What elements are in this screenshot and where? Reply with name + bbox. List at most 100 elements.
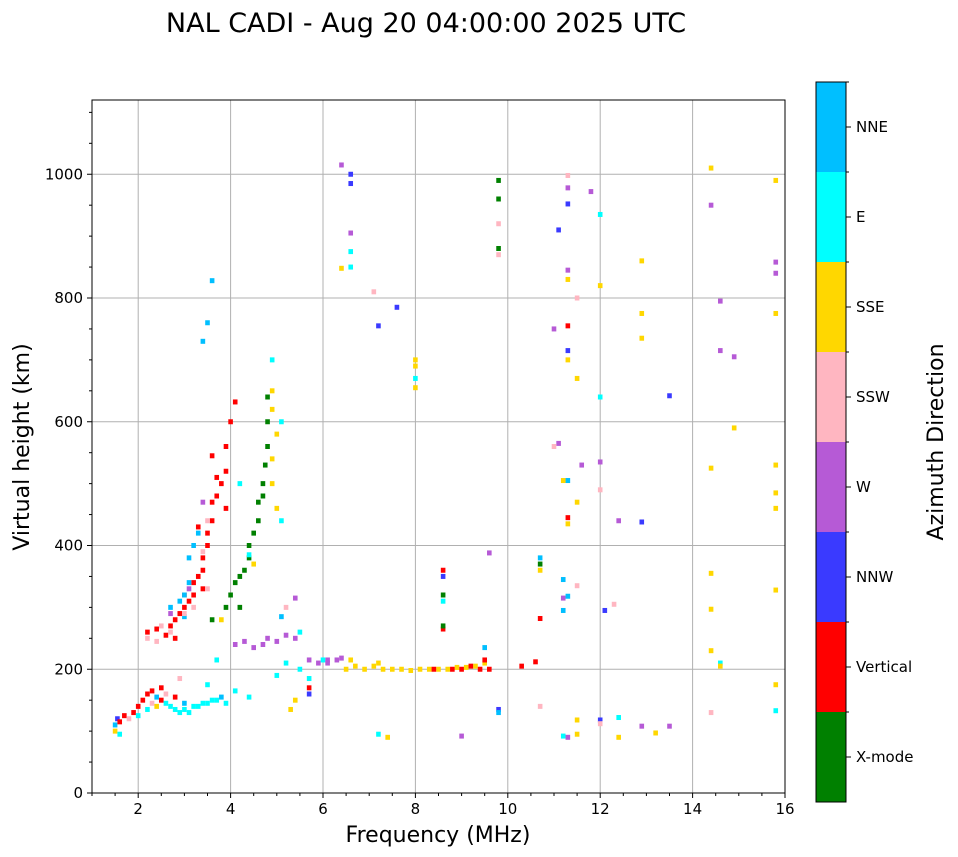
data-point-e bbox=[413, 375, 418, 381]
data-point-x-mode bbox=[232, 580, 238, 586]
data-point-ssw bbox=[597, 487, 603, 493]
data-point-ssw bbox=[182, 611, 187, 617]
data-point-sse bbox=[408, 667, 414, 673]
data-point-e bbox=[117, 731, 123, 737]
colorbar-segment bbox=[816, 82, 846, 172]
data-point-sse bbox=[773, 505, 779, 511]
data-point-e bbox=[320, 657, 326, 663]
colorbar-frame bbox=[815, 81, 847, 803]
data-point-nne bbox=[200, 338, 206, 344]
data-point-sse bbox=[371, 663, 377, 669]
data-point-vertical bbox=[205, 543, 210, 548]
data-point-sse bbox=[274, 431, 280, 437]
x-tick-label: 12 bbox=[591, 800, 610, 818]
data-point-x-mode bbox=[496, 246, 501, 251]
data-point-vertical bbox=[306, 685, 312, 691]
data-point-e bbox=[348, 264, 354, 270]
data-point-sse bbox=[773, 177, 779, 183]
data-point-w bbox=[718, 348, 723, 354]
data-point-nnw bbox=[556, 227, 561, 233]
data-point-vertical bbox=[482, 657, 487, 663]
data-point-w bbox=[597, 459, 603, 465]
data-point-sse bbox=[773, 587, 779, 593]
data-point-vertical bbox=[477, 666, 483, 672]
data-point-vertical bbox=[195, 524, 201, 530]
data-point-vertical bbox=[209, 453, 215, 459]
data-point-sse bbox=[708, 606, 714, 612]
data-point-sse bbox=[269, 456, 275, 462]
data-point-vertical bbox=[131, 710, 136, 716]
data-point-nne bbox=[177, 598, 183, 604]
data-point-vertical bbox=[468, 663, 474, 669]
data-point-vertical bbox=[168, 623, 173, 629]
data-point-sse bbox=[597, 283, 603, 289]
colorbar-segment bbox=[816, 712, 846, 802]
data-point-vertical bbox=[154, 626, 159, 632]
data-point-sse bbox=[426, 666, 432, 672]
data-point-ssw bbox=[145, 635, 150, 641]
data-point-nne bbox=[182, 700, 187, 706]
data-point-sse bbox=[639, 258, 645, 264]
data-point-sse bbox=[219, 617, 224, 623]
data-point-e bbox=[168, 703, 173, 709]
data-point-x-mode bbox=[496, 196, 501, 202]
data-point-sse bbox=[574, 375, 580, 381]
data-point-vertical bbox=[565, 515, 571, 521]
data-point-w bbox=[283, 632, 289, 638]
data-point-vertical bbox=[159, 685, 164, 691]
data-point-vertical bbox=[195, 573, 201, 579]
data-point-ssw bbox=[574, 295, 580, 301]
data-point-ssw bbox=[177, 676, 183, 682]
y-tick-label: 0 bbox=[73, 784, 83, 802]
data-point-w bbox=[186, 586, 192, 592]
colorbar-segment bbox=[816, 352, 846, 442]
data-point-sse bbox=[708, 570, 714, 576]
data-point-sse bbox=[560, 478, 566, 484]
data-point-w bbox=[731, 354, 737, 360]
data-point-sse bbox=[413, 363, 418, 369]
data-point-sse bbox=[574, 499, 580, 505]
data-point-sse bbox=[343, 666, 349, 672]
data-point-sse bbox=[773, 682, 779, 688]
data-point-e bbox=[172, 706, 178, 712]
data-point-nne bbox=[168, 604, 173, 610]
data-point-nne bbox=[191, 543, 196, 548]
data-point-nnw bbox=[348, 181, 354, 187]
y-tick-label: 200 bbox=[54, 660, 83, 678]
x-tick-label: 10 bbox=[498, 800, 517, 818]
data-point-sse bbox=[269, 406, 275, 412]
grid-lines bbox=[92, 100, 786, 793]
data-point-ssw bbox=[611, 601, 617, 607]
y-tick-label: 1000 bbox=[45, 165, 83, 183]
data-point-vertical bbox=[519, 663, 524, 669]
data-point-ssw bbox=[537, 703, 543, 709]
data-point-x-mode bbox=[537, 561, 543, 567]
data-point-e bbox=[306, 676, 312, 682]
data-point-e bbox=[177, 710, 183, 716]
data-point-x-mode bbox=[223, 604, 229, 610]
data-point-e bbox=[214, 657, 220, 663]
x-tick-label: 2 bbox=[133, 800, 143, 818]
data-point-w bbox=[316, 660, 321, 666]
data-point-sse bbox=[537, 567, 543, 573]
data-point-w bbox=[560, 595, 566, 601]
data-point-e bbox=[269, 357, 275, 363]
data-point-sse bbox=[154, 703, 159, 709]
data-point-vertical bbox=[159, 697, 164, 703]
data-point-w bbox=[325, 657, 330, 663]
data-point-vertical bbox=[191, 580, 196, 586]
data-point-ssw bbox=[126, 716, 132, 722]
data-point-sse bbox=[274, 505, 280, 511]
data-point-sse bbox=[399, 666, 404, 672]
data-point-e bbox=[773, 708, 779, 714]
data-point-w bbox=[773, 270, 779, 276]
data-point-e bbox=[246, 694, 252, 700]
colorbar-segment bbox=[816, 172, 846, 262]
data-point-w bbox=[168, 611, 173, 617]
data-point-vertical bbox=[565, 323, 571, 329]
data-point-e bbox=[376, 731, 381, 737]
data-point-vertical bbox=[533, 659, 538, 665]
data-point-nne bbox=[209, 278, 215, 284]
data-point-x-mode bbox=[256, 518, 261, 524]
data-point-vertical bbox=[209, 518, 215, 524]
